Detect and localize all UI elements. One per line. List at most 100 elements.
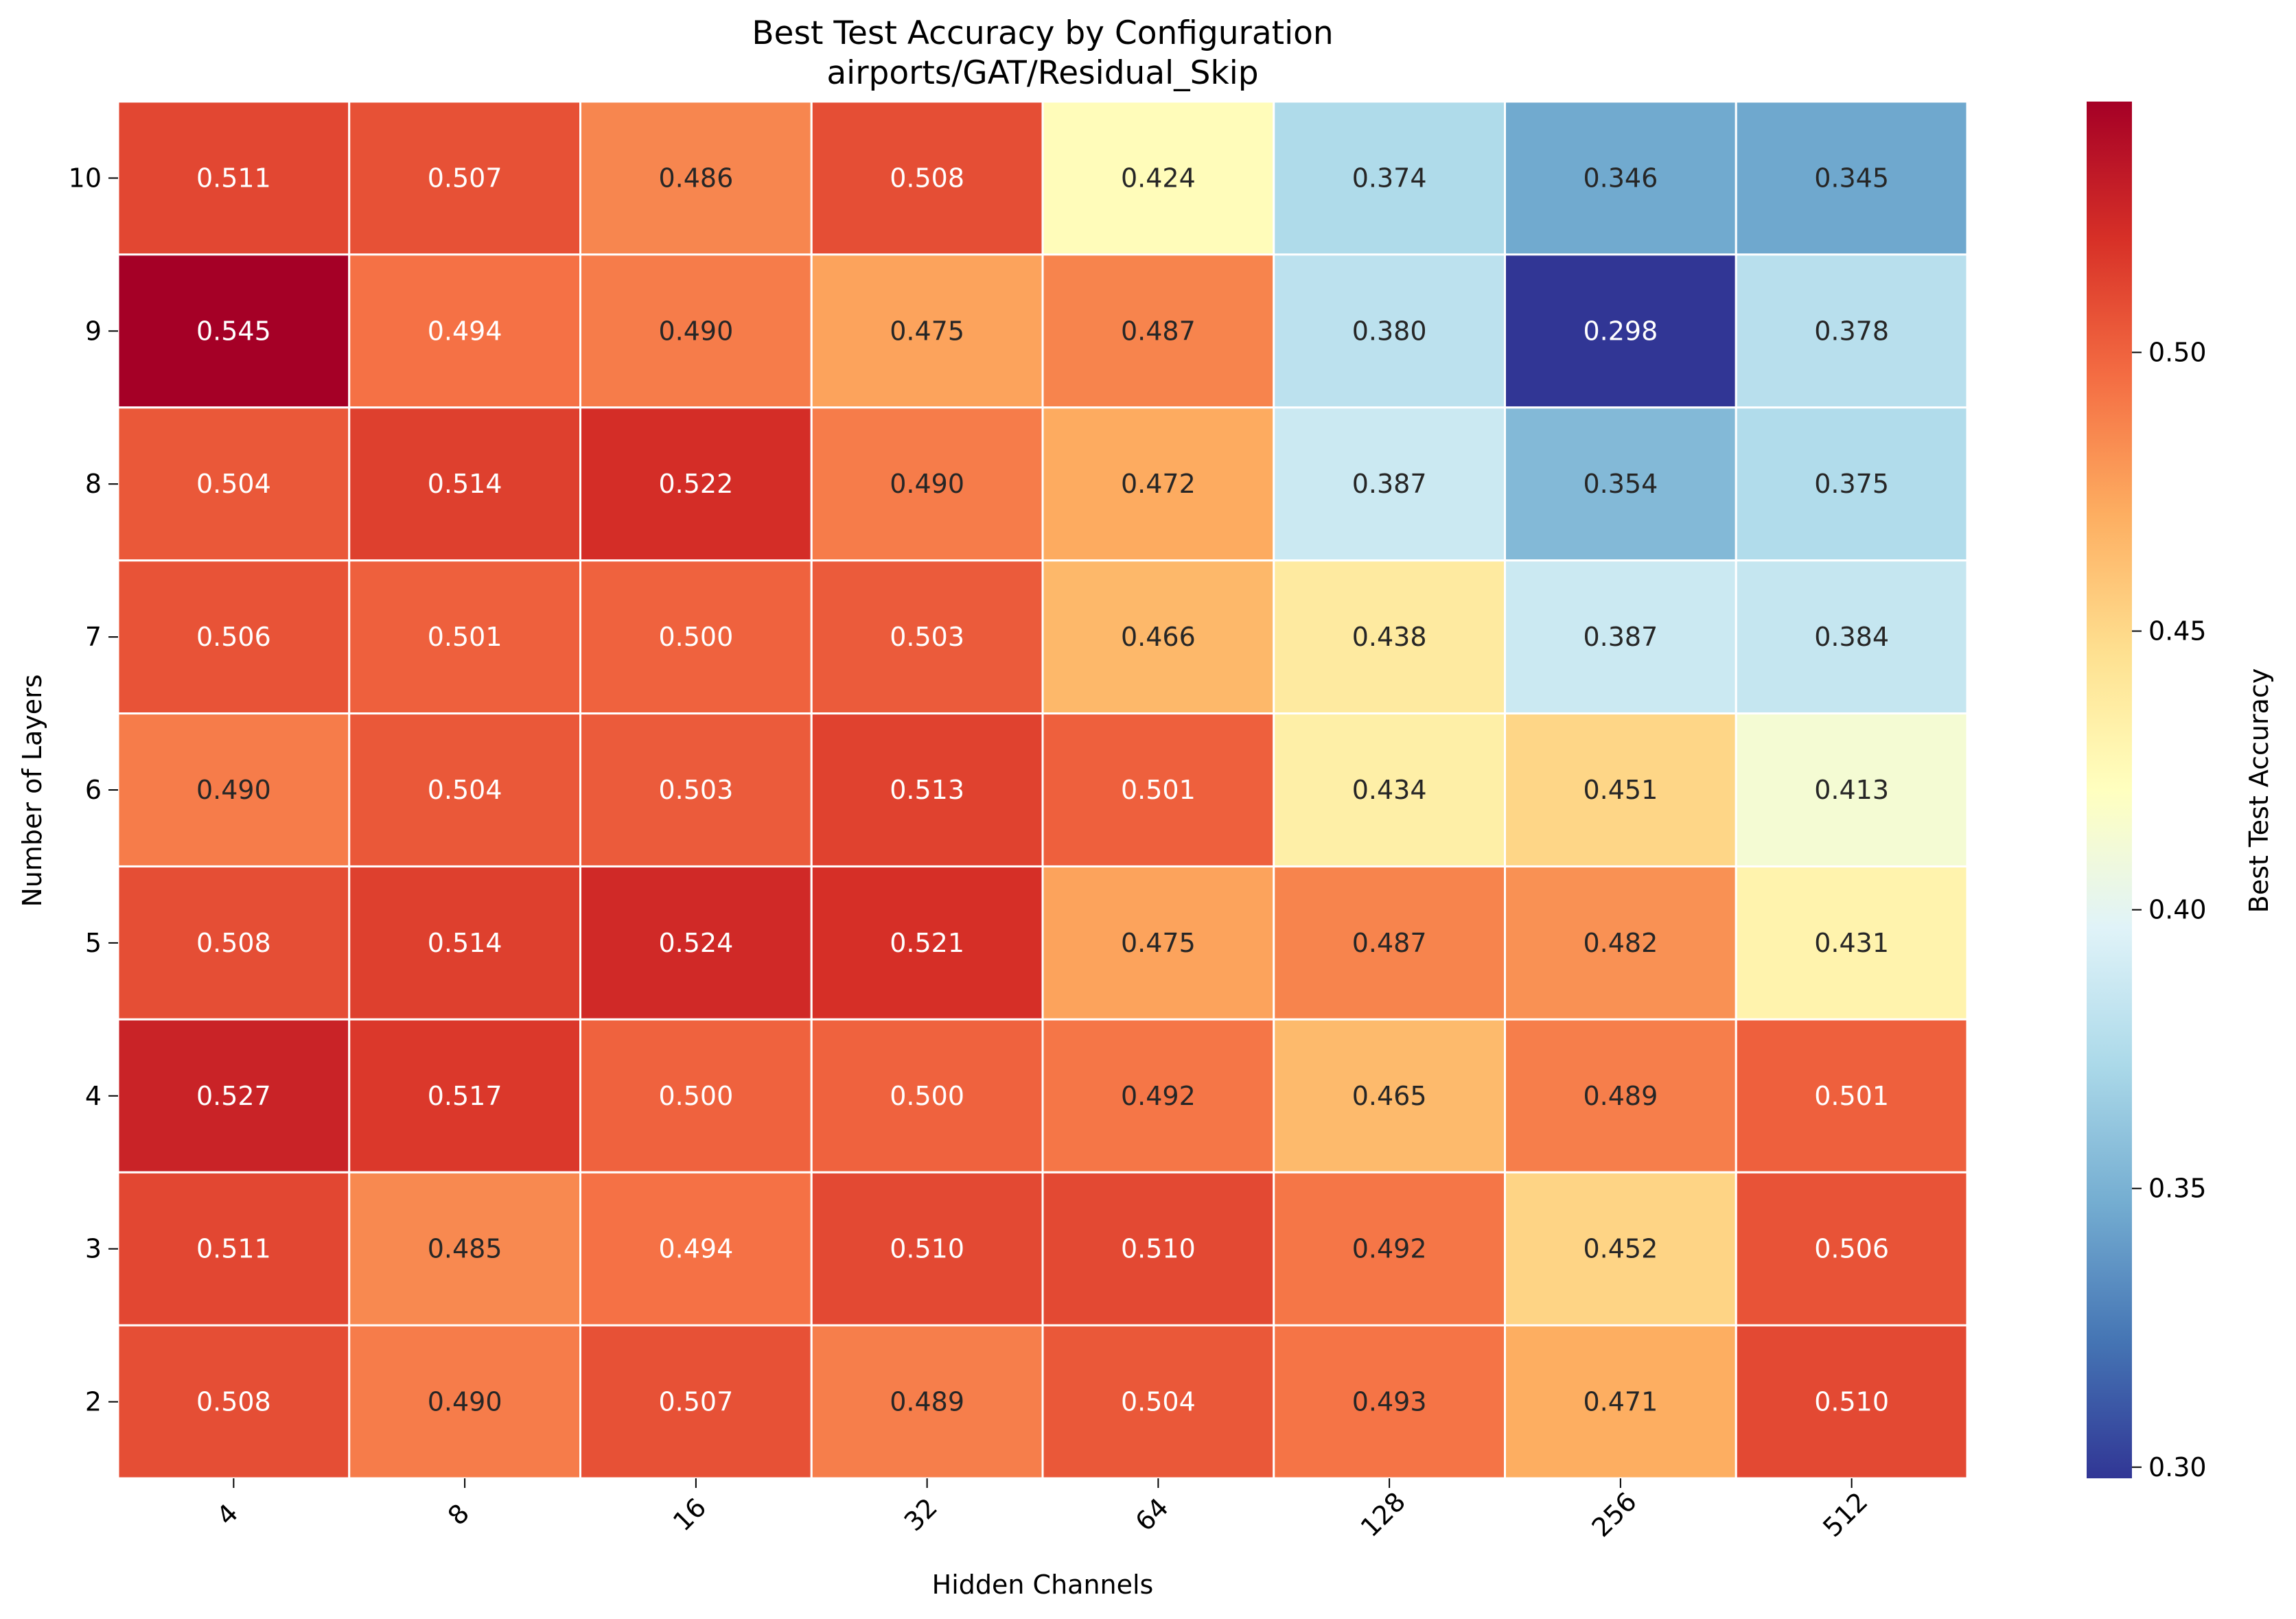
cell-value-label: 0.384 — [1814, 622, 1889, 652]
x-tick-label: 256 — [1586, 1487, 1642, 1543]
cell-value-label: 0.387 — [1583, 622, 1658, 652]
cell-value-label: 0.508 — [196, 1387, 271, 1417]
cell-value-label: 0.504 — [428, 775, 502, 805]
y-axis-label: Number of Layers — [17, 674, 47, 907]
colorbar-ticks: 0.30 0.35 0.40 0.45 0.50 — [2132, 337, 2207, 1482]
heatmap-cell — [348, 253, 581, 409]
x-axis-label: Hidden Channels — [932, 1570, 1154, 1600]
x-tick-label: 4 — [211, 1498, 244, 1531]
heatmap-cell — [348, 406, 581, 562]
cell-value-label: 0.510 — [1814, 1387, 1889, 1417]
cell-value-label: 0.434 — [1352, 775, 1427, 805]
heatmap-cell — [348, 1018, 581, 1174]
heatmap-cell — [579, 559, 813, 715]
cell-value-label: 0.503 — [658, 775, 733, 805]
heatmap-cell — [579, 1324, 813, 1480]
cell-value-label: 0.487 — [1121, 316, 1196, 346]
y-axis: 10 9 8 7 6 5 4 3 2 — [69, 163, 118, 1417]
heatmap-cell — [1273, 406, 1506, 562]
cell-value-label: 0.514 — [428, 469, 502, 499]
heatmap-cell — [1735, 100, 1969, 256]
cell-value-label: 0.424 — [1121, 163, 1196, 193]
x-axis: 4 8 16 32 64 128 256 512 — [211, 1478, 1874, 1543]
cell-value-label: 0.517 — [428, 1081, 502, 1111]
cell-value-label: 0.485 — [428, 1234, 502, 1264]
heatmap-cell — [1041, 865, 1275, 1021]
cell-value-label: 0.504 — [196, 469, 271, 499]
cell-value-label: 0.490 — [890, 469, 964, 499]
cell-value-label: 0.494 — [428, 316, 502, 346]
x-tick-label: 128 — [1355, 1487, 1411, 1543]
heatmap-cell — [348, 100, 581, 256]
heatmap-cell — [1735, 1171, 1969, 1327]
heatmap-cell — [1273, 100, 1506, 256]
cell-value-label: 0.507 — [428, 163, 502, 193]
cell-value-label: 0.492 — [1352, 1234, 1427, 1264]
heatmap-cell — [1041, 253, 1275, 409]
cell-value-label: 0.346 — [1583, 163, 1658, 193]
cell-value-label: 0.510 — [890, 1234, 964, 1264]
cell-value-label: 0.486 — [658, 163, 733, 193]
heatmap-cell — [579, 865, 813, 1021]
cell-value-label: 0.511 — [196, 1234, 271, 1264]
y-tick-label: 3 — [85, 1234, 102, 1264]
colorbar-tick-label: 0.30 — [2148, 1452, 2207, 1482]
x-tick-label: 64 — [1130, 1492, 1174, 1537]
cell-value-label: 0.354 — [1583, 469, 1658, 499]
cell-value-label: 0.524 — [658, 928, 733, 958]
cell-value-label: 0.500 — [658, 1081, 733, 1111]
heatmap-cell — [1504, 1018, 1737, 1174]
y-tick-label: 4 — [85, 1081, 102, 1111]
heatmap-cell — [1735, 712, 1969, 867]
cell-value-label: 0.489 — [1583, 1081, 1658, 1111]
cell-value-label: 0.493 — [1352, 1387, 1427, 1417]
colorbar-tick-label: 0.35 — [2148, 1174, 2207, 1204]
heatmap-cells — [117, 100, 1969, 1480]
cell-value-label: 0.510 — [1121, 1234, 1196, 1264]
heatmap-cell — [1273, 1018, 1506, 1174]
heatmap-cell — [1504, 253, 1737, 409]
heatmap-cell — [1041, 100, 1275, 256]
cell-value-label: 0.413 — [1814, 775, 1889, 805]
heatmap-cell — [1041, 559, 1275, 715]
heatmap-cell — [1735, 1324, 1969, 1480]
cell-value-label: 0.500 — [658, 622, 733, 652]
heatmap-cell — [810, 253, 1044, 409]
y-tick-label: 5 — [85, 928, 102, 958]
x-tick-label: 8 — [442, 1498, 475, 1531]
cell-value-label: 0.490 — [196, 775, 271, 805]
x-tick-label: 16 — [667, 1492, 712, 1537]
cell-value-label: 0.508 — [890, 163, 964, 193]
cell-value-label: 0.378 — [1814, 316, 1889, 346]
colorbar-tick-label: 0.50 — [2148, 337, 2207, 367]
cell-value-label: 0.494 — [658, 1234, 733, 1264]
cell-value-label: 0.504 — [1121, 1387, 1196, 1417]
heatmap-cell — [1735, 865, 1969, 1021]
heatmap-cell — [117, 406, 351, 562]
cell-value-label: 0.489 — [890, 1387, 964, 1417]
heatmap-cell — [810, 406, 1044, 562]
cell-value-label: 0.521 — [890, 928, 964, 958]
heatmap-cell — [1504, 712, 1737, 867]
cell-value-label: 0.501 — [428, 622, 502, 652]
heatmap-cell — [579, 406, 813, 562]
cell-value-label: 0.452 — [1583, 1234, 1658, 1264]
cell-value-label: 0.527 — [196, 1081, 271, 1111]
cell-value-label: 0.471 — [1583, 1387, 1658, 1417]
chart-subtitle: airports/GAT/Residual_Skip — [826, 54, 1258, 92]
cell-value-label: 0.465 — [1352, 1081, 1427, 1111]
cell-value-label: 0.438 — [1352, 622, 1427, 652]
heatmap-cell — [810, 712, 1044, 867]
heatmap-cell — [1273, 865, 1506, 1021]
x-tick-label: 512 — [1817, 1487, 1873, 1543]
heatmap-cell — [1735, 253, 1969, 409]
heatmap-cell — [1504, 865, 1737, 1021]
cell-value-label: 0.514 — [428, 928, 502, 958]
cell-value-label: 0.490 — [658, 316, 733, 346]
y-tick-label: 2 — [85, 1387, 102, 1417]
cell-value-label: 0.513 — [890, 775, 964, 805]
heatmap-cell — [579, 1171, 813, 1327]
heatmap-cell — [1273, 253, 1506, 409]
heatmap-cell — [579, 712, 813, 867]
y-tick-label: 10 — [69, 163, 102, 193]
